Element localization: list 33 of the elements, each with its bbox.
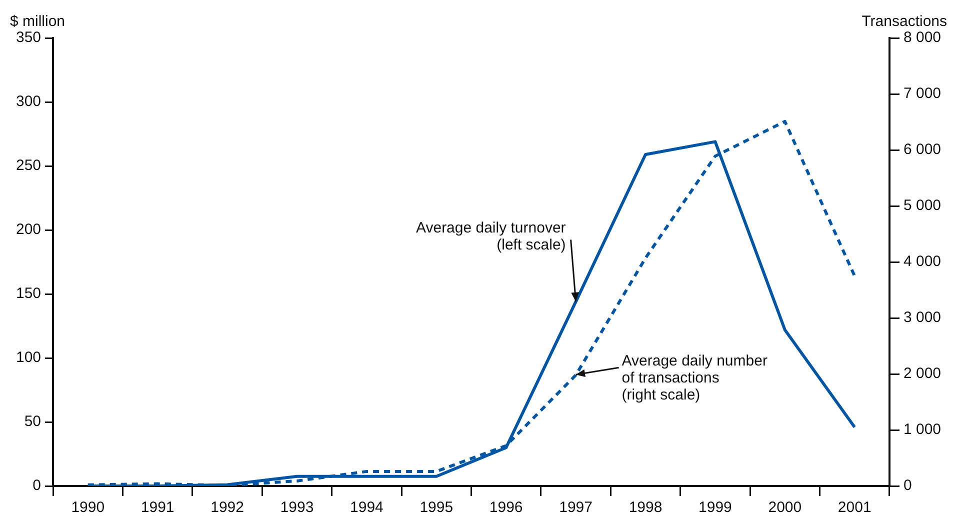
y2-tick-label: 1 000 (903, 421, 942, 438)
x-tick-label: 2000 (768, 499, 802, 516)
y2-tick-label: 3 000 (903, 309, 942, 326)
annotation: Average daily turnover (left scale) (416, 220, 566, 254)
y2-tick-label: 7 000 (903, 85, 942, 102)
x-tick-label: 1993 (280, 499, 314, 516)
y-tick-label: 0 (32, 477, 42, 494)
y2-tick-label: 8 000 (903, 29, 942, 46)
y-tick-label: 50 (24, 413, 42, 430)
y-tick-label: 200 (16, 221, 42, 238)
y-tick-label: 100 (16, 349, 42, 366)
y2-tick-label: 6 000 (903, 141, 942, 158)
y-tick-label: 300 (16, 93, 42, 110)
y-tick-label: 250 (16, 157, 42, 174)
x-tick-label: 1992 (210, 499, 244, 516)
y2-tick-label: 4 000 (903, 253, 942, 270)
annotation: Average daily number of transactions (right scale) (622, 352, 768, 404)
y-axis-title: $ million (10, 13, 66, 30)
x-tick-label: 2001 (838, 499, 872, 516)
x-tick-label: 1990 (71, 499, 105, 516)
x-tick-label: 1994 (350, 499, 384, 516)
y2-tick-label: 0 (903, 477, 912, 494)
y2-axis-title: Transactions (862, 13, 947, 30)
x-tick-label: 1997 (559, 499, 592, 516)
y-tick-label: 150 (16, 285, 42, 302)
x-tick-label: 1991 (140, 499, 174, 516)
x-tick-label: 1995 (420, 499, 454, 516)
x-tick-label: 1996 (489, 499, 523, 516)
y2-tick-label: 5 000 (903, 197, 942, 214)
x-tick-label: 1998 (628, 499, 662, 516)
y2-tick-label: 2 000 (903, 365, 942, 382)
x-tick-label: 1999 (698, 499, 732, 516)
y-tick-label: 350 (16, 29, 42, 46)
